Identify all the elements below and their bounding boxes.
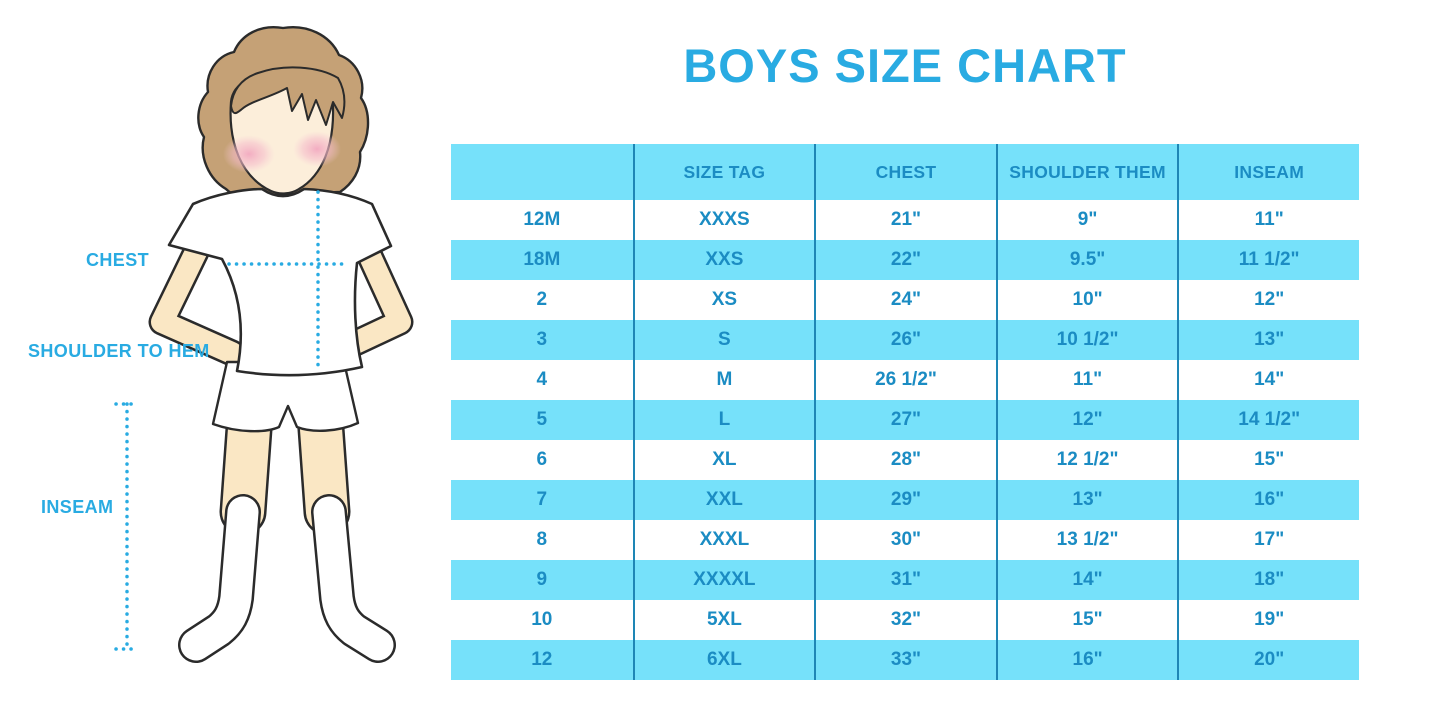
- table-row: 12M XXXS 21" 9" 11": [451, 200, 1359, 240]
- table-cell: 31": [814, 560, 996, 600]
- table-cell: 12": [995, 400, 1178, 440]
- table-cell: 15": [1177, 440, 1359, 480]
- table-row: 8 XXXL 30" 13 1/2" 17": [451, 520, 1359, 560]
- table-row: 7 XXL 29" 13" 16": [451, 480, 1359, 520]
- table-cell: 24": [814, 280, 996, 320]
- page-title: BOYS SIZE CHART: [683, 39, 1127, 92]
- table-cell: S: [632, 320, 815, 360]
- table-cell: 13 1/2": [995, 520, 1178, 560]
- table-cell: 8: [536, 529, 548, 550]
- table-cell: XXS: [632, 240, 815, 280]
- table-cell: XL: [632, 440, 815, 480]
- table-cell: XXXL: [632, 520, 815, 560]
- column-header: [451, 144, 633, 200]
- table-cell: XXXXL: [632, 560, 815, 600]
- measurement-figure: CHEST SHOULDER TO HEM INSEAM: [0, 0, 450, 723]
- table-cell: 13": [995, 480, 1178, 520]
- table-cell: M: [632, 360, 815, 400]
- table-cell: 10": [995, 280, 1178, 320]
- table-cell: 30": [814, 520, 996, 560]
- table-cell: 7: [536, 489, 548, 510]
- hair-fringe: [230, 66, 346, 126]
- chest-label: CHEST: [86, 250, 150, 270]
- table-cell: 5XL: [632, 600, 815, 640]
- left-sock: [178, 494, 261, 663]
- table-cell: L: [632, 400, 815, 440]
- table-cell: 12: [531, 649, 553, 670]
- table-cell: 11": [995, 360, 1178, 400]
- table-cell: 32": [814, 600, 996, 640]
- table-cell: 12": [1177, 280, 1359, 320]
- table-cell: 19": [1177, 600, 1359, 640]
- table-cell: 11 1/2": [1177, 240, 1359, 280]
- table-cell: 5: [536, 409, 548, 430]
- t-shirt: [167, 187, 393, 377]
- table-cell: 10: [531, 609, 553, 630]
- size-table-body: 12M XXXS 21" 9" 11" 18M XXS 22" 9.5" 11 1/2" 2 XS 24…: [451, 200, 1359, 680]
- table-cell: 6XL: [632, 640, 815, 680]
- table-cell: 18": [1177, 560, 1359, 600]
- column-header: SIZE TAG: [632, 144, 815, 200]
- table-cell: XS: [632, 280, 815, 320]
- table-cell: 18M: [523, 249, 561, 270]
- right-sock: [311, 494, 396, 663]
- table-cell: 6: [536, 449, 548, 470]
- table-row: 2 XS 24" 10" 12": [451, 280, 1359, 320]
- table-cell: 13": [1177, 320, 1359, 360]
- table-row: 3 S 26" 10 1/2" 13": [451, 320, 1359, 360]
- table-cell: 15": [995, 600, 1178, 640]
- table-row: 6 XL 28" 12 1/2" 15": [451, 440, 1359, 480]
- table-cell: XXXS: [632, 200, 815, 240]
- table-cell: 9: [536, 569, 548, 590]
- table-header-row: SIZE TAG CHEST SHOULDER THEM INSEAM: [451, 144, 1359, 200]
- table-row: 10 5XL 32" 15" 19": [451, 600, 1359, 640]
- table-cell: 2: [536, 289, 548, 310]
- table-cell: 21": [814, 200, 996, 240]
- column-header: CHEST: [814, 144, 996, 200]
- table-cell: 27": [814, 400, 996, 440]
- table-cell: 14": [1177, 360, 1359, 400]
- shoulder-to-hem-label: SHOULDER TO HEM: [28, 341, 210, 361]
- table-cell: 9.5": [995, 240, 1178, 280]
- boy-illustration: [114, 25, 414, 663]
- table-cell: 22": [814, 240, 996, 280]
- table-cell: 20": [1177, 640, 1359, 680]
- table-cell: 33": [814, 640, 996, 680]
- table-cell: XXL: [632, 480, 815, 520]
- table-cell: 12M: [523, 209, 561, 230]
- table-cell: 17": [1177, 520, 1359, 560]
- table-row: 5 L 27" 12" 14 1/2": [451, 400, 1359, 440]
- table-cell: 3: [536, 329, 548, 350]
- table-cell: 11": [1177, 200, 1359, 240]
- table-cell: 28": [814, 440, 996, 480]
- column-header: INSEAM: [1177, 144, 1359, 200]
- table-cell: 29": [814, 480, 996, 520]
- table-cell: 26 1/2": [814, 360, 996, 400]
- table-row: 4 M 26 1/2" 11" 14": [451, 360, 1359, 400]
- inseam-label: INSEAM: [41, 497, 114, 517]
- table-cell: 16": [1177, 480, 1359, 520]
- table-cell: 12 1/2": [995, 440, 1178, 480]
- table-cell: 10 1/2": [995, 320, 1178, 360]
- table-row: 12 6XL 33" 16" 20": [451, 640, 1359, 680]
- table-cell: 9": [995, 200, 1178, 240]
- table-cell: 16": [995, 640, 1178, 680]
- table-cell: 14": [995, 560, 1178, 600]
- table-cell: 26": [814, 320, 996, 360]
- blush-left-cheek: [223, 135, 275, 173]
- size-table: SIZE TAG CHEST SHOULDER THEM INSEAM 12M XXXS…: [451, 144, 1359, 680]
- table-cell: 4: [536, 369, 548, 390]
- column-header: SHOULDER THEM: [995, 144, 1178, 200]
- table-row: 18M XXS 22" 9.5" 11 1/2": [451, 240, 1359, 280]
- left-arm: [148, 238, 246, 367]
- table-cell: 14 1/2": [1177, 400, 1359, 440]
- table-row: 9 XXXXL 31" 14" 18": [451, 560, 1359, 600]
- shorts: [211, 360, 360, 433]
- blush-right-cheek: [293, 131, 341, 167]
